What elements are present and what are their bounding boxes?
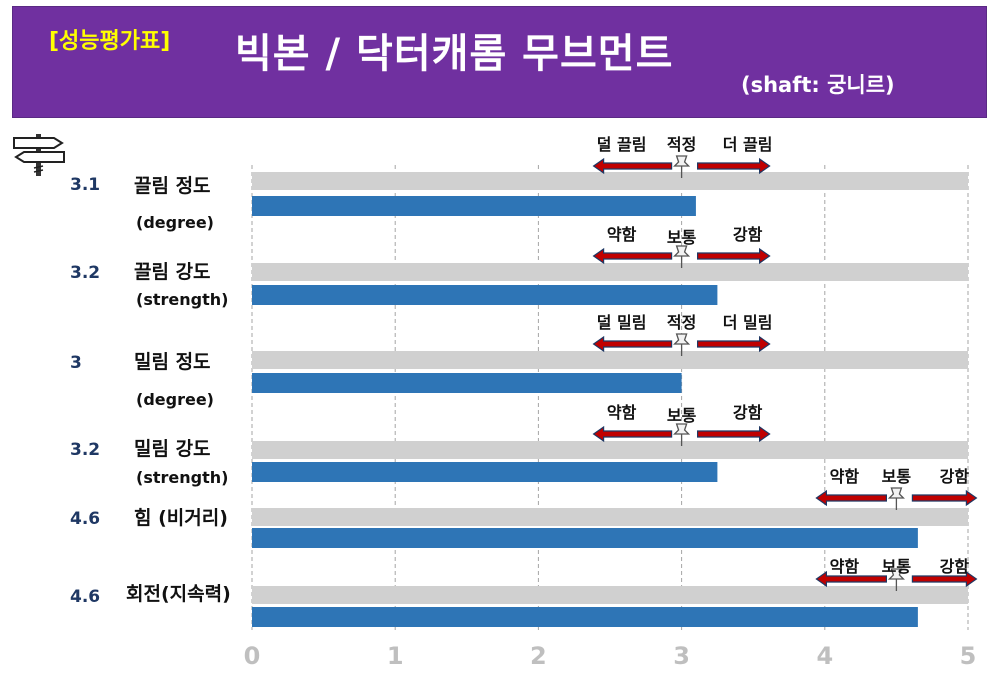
value-label: 3.1 (70, 175, 100, 195)
pushpin-icon (887, 568, 905, 591)
scale-right-label: 강함 (940, 467, 970, 486)
pushpin-icon (673, 245, 691, 268)
x-tick-label: 5 (960, 642, 977, 670)
left-arrow (592, 425, 673, 443)
scale-left-label: 약함 (607, 225, 637, 244)
shaft-subtitle: (shaft: 궁니르) (741, 73, 895, 97)
scale-track (252, 172, 968, 190)
x-tick-label: 0 (244, 642, 261, 670)
scale-right-label: 더 밀림 (723, 313, 773, 332)
scale-track (252, 586, 968, 604)
scale-left-label: 덜 끌림 (597, 135, 647, 154)
scale-track (252, 263, 968, 281)
category-sublabel: (strength) (136, 468, 228, 487)
scale-left-label: 약함 (607, 403, 637, 422)
left-arrow (592, 247, 673, 265)
value-bar (252, 373, 682, 393)
x-tick-label: 1 (387, 642, 404, 670)
right-arrow (696, 425, 771, 443)
category-label: 밀림 정도 (134, 351, 211, 373)
value-label: 4.6 (70, 587, 100, 607)
right-arrow (911, 489, 978, 507)
scale-right-label: 강함 (940, 557, 970, 576)
scale-track (252, 508, 968, 526)
category-label: 힘 (비거리) (134, 507, 228, 529)
category-label: 끌림 정도 (134, 175, 211, 197)
scale-mid-label: 보통 (667, 228, 697, 247)
left-arrow (815, 489, 888, 507)
left-arrow (815, 570, 888, 588)
x-tick-label: 4 (816, 642, 833, 670)
category-sublabel: (degree) (136, 213, 214, 232)
category-label: 끌림 강도 (134, 261, 211, 283)
right-arrow (696, 247, 771, 265)
value-bar (252, 196, 696, 216)
x-tick-label: 2 (530, 642, 547, 670)
scale-left-label: 덜 밀림 (597, 313, 647, 332)
value-label: 3.2 (70, 263, 100, 283)
header-banner: [성능평가표] 빅본 / 닥터캐롬 무브먼트 (shaft: 궁니르) (12, 6, 987, 118)
scale-mid-label: 적정 (667, 313, 696, 332)
pushpin-icon (887, 487, 905, 510)
x-tick-label: 3 (673, 642, 690, 670)
scale-track (252, 441, 968, 459)
left-arrow (592, 157, 673, 175)
scale-mid-label: 보통 (667, 406, 697, 425)
category-sublabel: (strength) (136, 290, 228, 309)
page-title: 빅본 / 닥터캐롬 무브먼트 (235, 31, 674, 77)
scale-mid-label: 보통 (882, 467, 912, 486)
pushpin-icon (673, 423, 691, 446)
scale-left-label: 약함 (830, 467, 860, 486)
value-label: 4.6 (70, 509, 100, 529)
value-label: 3 (70, 353, 82, 373)
scale-right-label: 강함 (733, 225, 763, 244)
scale-left-label: 약함 (830, 557, 860, 576)
scale-track (252, 351, 968, 369)
left-arrow (592, 335, 673, 353)
scale-mid-label: 적정 (667, 135, 696, 154)
category-label: 밀림 강도 (134, 438, 211, 460)
value-bar (252, 528, 918, 548)
evaluation-badge: [성능평가표] (49, 29, 171, 54)
right-arrow (696, 335, 771, 353)
right-arrow (911, 570, 978, 588)
signpost-icon (13, 134, 65, 176)
value-bar (252, 607, 918, 627)
pushpin-icon (673, 333, 691, 356)
pushpin-icon (673, 155, 691, 178)
category-label: 회전(지속력) (126, 583, 231, 605)
scale-right-label: 강함 (733, 403, 763, 422)
scale-right-label: 더 끌림 (723, 135, 773, 154)
value-label: 3.2 (70, 440, 100, 460)
scale-mid-label: 보통 (882, 557, 912, 576)
value-bar (252, 285, 718, 305)
category-sublabel: (degree) (136, 390, 214, 409)
value-bar (252, 462, 718, 482)
right-arrow (696, 157, 771, 175)
